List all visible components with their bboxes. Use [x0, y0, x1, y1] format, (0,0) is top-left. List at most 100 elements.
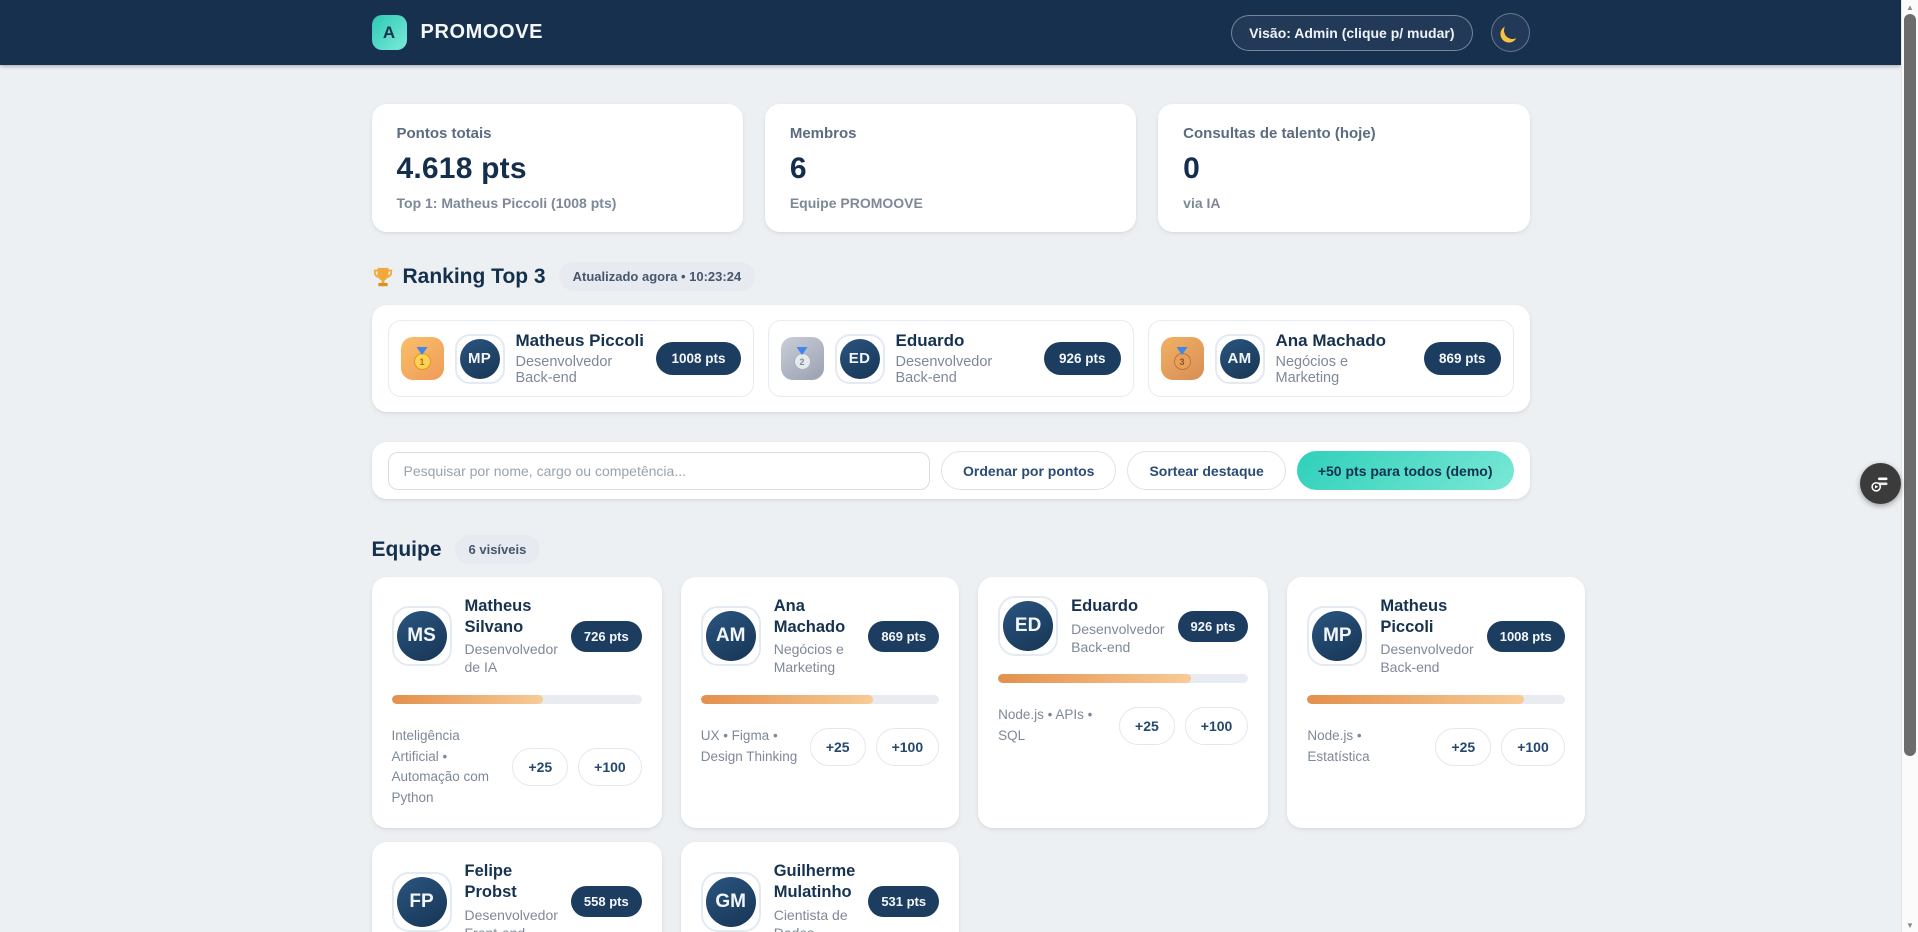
member-name: Matheus Silvano: [464, 597, 532, 636]
member-name: Guilherme Mulatinho: [773, 862, 856, 901]
top-navbar: A PROMOOVE Visão: Admin (clique p/ mudar…: [0, 0, 1901, 65]
add-25-points-button[interactable]: +25: [1435, 727, 1492, 766]
add-25-points-button[interactable]: +25: [1119, 706, 1175, 745]
scrollbar[interactable]: ▲ ▼: [1901, 0, 1918, 932]
scrollbar-up-arrow[interactable]: ▲: [1906, 2, 1914, 12]
member-role: Desenvolvedor Front-end: [464, 906, 558, 932]
stat-subtext: Equipe PROMOOVE: [789, 195, 923, 211]
stat-card-total-points: Pontos totais 4.618 pts Top 1: Matheus P…: [371, 104, 743, 232]
points-badge: 1008 pts: [656, 342, 741, 375]
rank-role: Desenvolvedor Back-end: [895, 354, 993, 386]
team-grid: MS Matheus Silvano Desenvolvedor de IA 7…: [371, 577, 1585, 932]
avatar: ED: [834, 333, 885, 384]
points-badge: 1008 pts: [1486, 620, 1565, 652]
rank-entry-2: 2 ED Eduardo Desenvolvedor Back-end 926 …: [767, 320, 1134, 397]
member-name: Eduardo: [1071, 597, 1139, 615]
logo-letter: A: [382, 22, 396, 42]
stat-card-talent-queries: Consultas de talento (hoje) 0 via IA: [1158, 104, 1530, 232]
member-role: Negócios e Marketing: [773, 641, 844, 676]
rank-entry-1: 1 MP Matheus Piccoli Desenvolvedor Back-…: [387, 320, 754, 397]
points-badge: 926 pts: [1177, 610, 1249, 642]
scrollbar-down-arrow[interactable]: ▼: [1906, 920, 1914, 930]
add-25-points-button[interactable]: +25: [809, 727, 866, 766]
member-card-eduardo: ED Eduardo Desenvolvedor Back-end 926 pt…: [978, 577, 1269, 829]
stat-value: 0: [1183, 152, 1201, 185]
member-card-guilherme-mulatinho: GM Guilherme Mulatinho Cientista de Dado…: [680, 842, 960, 932]
rank-role: Desenvolvedor Back-end: [515, 354, 613, 386]
brand: A PROMOOVE: [371, 15, 544, 50]
silver-medal-icon: 2: [780, 337, 824, 380]
playlist-icon: [1871, 477, 1888, 492]
stat-value: 6: [789, 152, 807, 185]
avatar: MP: [1307, 606, 1368, 667]
avatar: GM: [700, 871, 761, 932]
app-logo: A: [371, 15, 407, 50]
scrollbar-thumb[interactable]: [1904, 14, 1916, 756]
stat-card-members: Membros 6 Equipe PROMOOVE: [764, 104, 1137, 232]
theme-toggle-button[interactable]: [1490, 13, 1530, 52]
member-role: Cientista de Dados: [773, 906, 848, 932]
member-name: Ana Machado: [773, 597, 846, 636]
search-input[interactable]: [387, 451, 931, 490]
points-badge: 726 pts: [570, 620, 642, 652]
sort-by-points-button[interactable]: Ordenar por pontos: [941, 451, 1117, 490]
progress-bar: [700, 694, 940, 704]
member-card-felipe-probst: FP Felipe Probst Desenvolvedor Front-end…: [371, 842, 662, 932]
bonus-points-demo-button[interactable]: +50 pts para todos (demo): [1296, 451, 1514, 490]
team-section: Equipe 6 visíveis MS Matheus Silvano Des…: [371, 535, 1585, 932]
stat-label: Membros: [789, 125, 857, 142]
member-name: Matheus Piccoli: [1380, 597, 1448, 636]
main-content: Pontos totais 4.618 pts Top 1: Matheus P…: [371, 104, 1585, 932]
ranking-title: Ranking Top 3: [372, 265, 546, 289]
add-25-points-button[interactable]: +25: [512, 748, 569, 787]
member-card-ana-machado: AM Ana Machado Negócios e Marketing 869 …: [680, 577, 960, 829]
member-skills: Inteligência Artificial • Automação com …: [391, 727, 490, 806]
floating-widget-button[interactable]: [1860, 463, 1901, 504]
add-100-points-button[interactable]: +100: [578, 748, 642, 787]
stat-value: 4.618 pts: [396, 152, 527, 185]
member-role: Desenvolvedor Back-end: [1071, 620, 1165, 655]
points-badge: 531 pts: [868, 886, 940, 918]
rank-name: Matheus Piccoli: [515, 331, 644, 350]
moon-icon: [1502, 21, 1521, 40]
progress-bar: [1307, 694, 1565, 704]
view-switch-button[interactable]: Visão: Admin (clique p/ mudar): [1231, 14, 1473, 51]
raffle-highlight-button[interactable]: Sortear destaque: [1127, 451, 1286, 490]
avatar: AM: [700, 606, 761, 667]
avatar: ED: [998, 596, 1059, 656]
member-skills: Node.js • APIs • SQL: [998, 707, 1093, 743]
avatar: FP: [391, 871, 452, 932]
rank-name: Ana Machado: [1275, 331, 1387, 350]
member-role: Desenvolvedor Back-end: [1380, 641, 1474, 676]
member-name: Felipe Probst: [464, 862, 517, 901]
avatar: MS: [391, 606, 452, 667]
points-badge: 558 pts: [570, 886, 642, 918]
member-role: Desenvolvedor de IA: [464, 641, 558, 676]
member-card-matheus-piccoli: MP Matheus Piccoli Desenvolvedor Back-en…: [1287, 577, 1585, 829]
trophy-icon: [373, 267, 392, 286]
gold-medal-icon: 1: [400, 337, 444, 380]
stat-subtext: via IA: [1183, 195, 1221, 211]
points-badge: 926 pts: [1043, 342, 1121, 375]
brand-name: PROMOOVE: [420, 21, 544, 43]
stats-row: Pontos totais 4.618 pts Top 1: Matheus P…: [371, 104, 1530, 232]
stat-label: Pontos totais: [396, 125, 492, 142]
ranking-card: 1 MP Matheus Piccoli Desenvolvedor Back-…: [371, 305, 1530, 412]
bronze-medal-icon: 3: [1160, 337, 1204, 380]
add-100-points-button[interactable]: +100: [1184, 706, 1249, 745]
ranking-updated-badge: Atualizado agora • 10:23:24: [558, 262, 756, 291]
progress-bar: [391, 694, 642, 704]
avatar: MP: [454, 333, 505, 384]
member-card-matheus-silvano: MS Matheus Silvano Desenvolvedor de IA 7…: [371, 577, 662, 829]
toolbar: Ordenar por pontos Sortear destaque +50 …: [371, 442, 1530, 499]
team-title: Equipe: [371, 537, 442, 561]
rank-entry-3: 3 AM Ana Machado Negócios e Marketing 86…: [1147, 320, 1514, 397]
add-100-points-button[interactable]: +100: [875, 727, 940, 766]
stat-subtext: Top 1: Matheus Piccoli (1008 pts): [396, 195, 617, 211]
add-100-points-button[interactable]: +100: [1501, 727, 1565, 766]
avatar: AM: [1214, 333, 1265, 384]
stat-label: Consultas de talento (hoje): [1183, 125, 1376, 142]
points-badge: 869 pts: [1423, 342, 1501, 375]
team-visible-badge: 6 visíveis: [454, 535, 541, 564]
